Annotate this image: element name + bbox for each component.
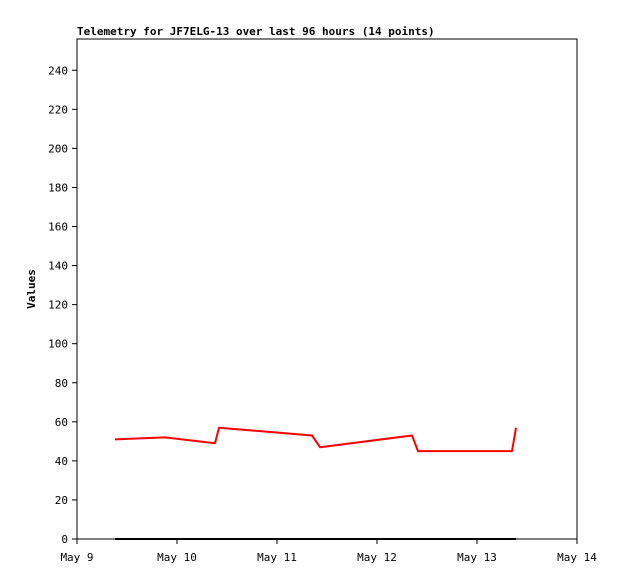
y-tick-label: 40 bbox=[55, 455, 68, 468]
y-tick-label: 160 bbox=[48, 221, 68, 234]
y-tick-label: 180 bbox=[48, 181, 68, 194]
x-tick-label: May 12 bbox=[357, 551, 397, 564]
plot-frame bbox=[76, 38, 578, 540]
chart-title: Telemetry for JF7ELG-13 over last 96 hou… bbox=[77, 25, 435, 38]
y-tick-label: 140 bbox=[48, 260, 68, 273]
y-axis-label: Values bbox=[25, 269, 38, 309]
y-tick-label: 0 bbox=[61, 533, 68, 546]
y-axis: 0 20 40 60 80 100 120 140 160 180 200 220 240 bbox=[48, 64, 77, 546]
y-tick-label: 100 bbox=[48, 338, 68, 351]
y-tick-label: 80 bbox=[55, 377, 68, 390]
y-tick-label: 120 bbox=[48, 299, 68, 312]
y-tick-label: 200 bbox=[48, 142, 68, 155]
series-line-0 bbox=[114, 426, 517, 453]
x-tick-label: May 9 bbox=[60, 551, 93, 564]
x-tick-label: May 13 bbox=[457, 551, 497, 564]
y-tick-label: 20 bbox=[55, 494, 68, 507]
y-tick-label: 60 bbox=[55, 416, 68, 429]
x-tick-label: May 10 bbox=[157, 551, 197, 564]
series-group bbox=[114, 426, 517, 540]
x-tick-label: May 11 bbox=[257, 551, 297, 564]
x-axis: May 9 May 10 May 11 May 12 May 13 May 14 bbox=[60, 539, 597, 564]
x-tick-label: May 14 bbox=[557, 551, 597, 564]
y-tick-label: 240 bbox=[48, 64, 68, 77]
y-tick-label: 220 bbox=[48, 103, 68, 116]
